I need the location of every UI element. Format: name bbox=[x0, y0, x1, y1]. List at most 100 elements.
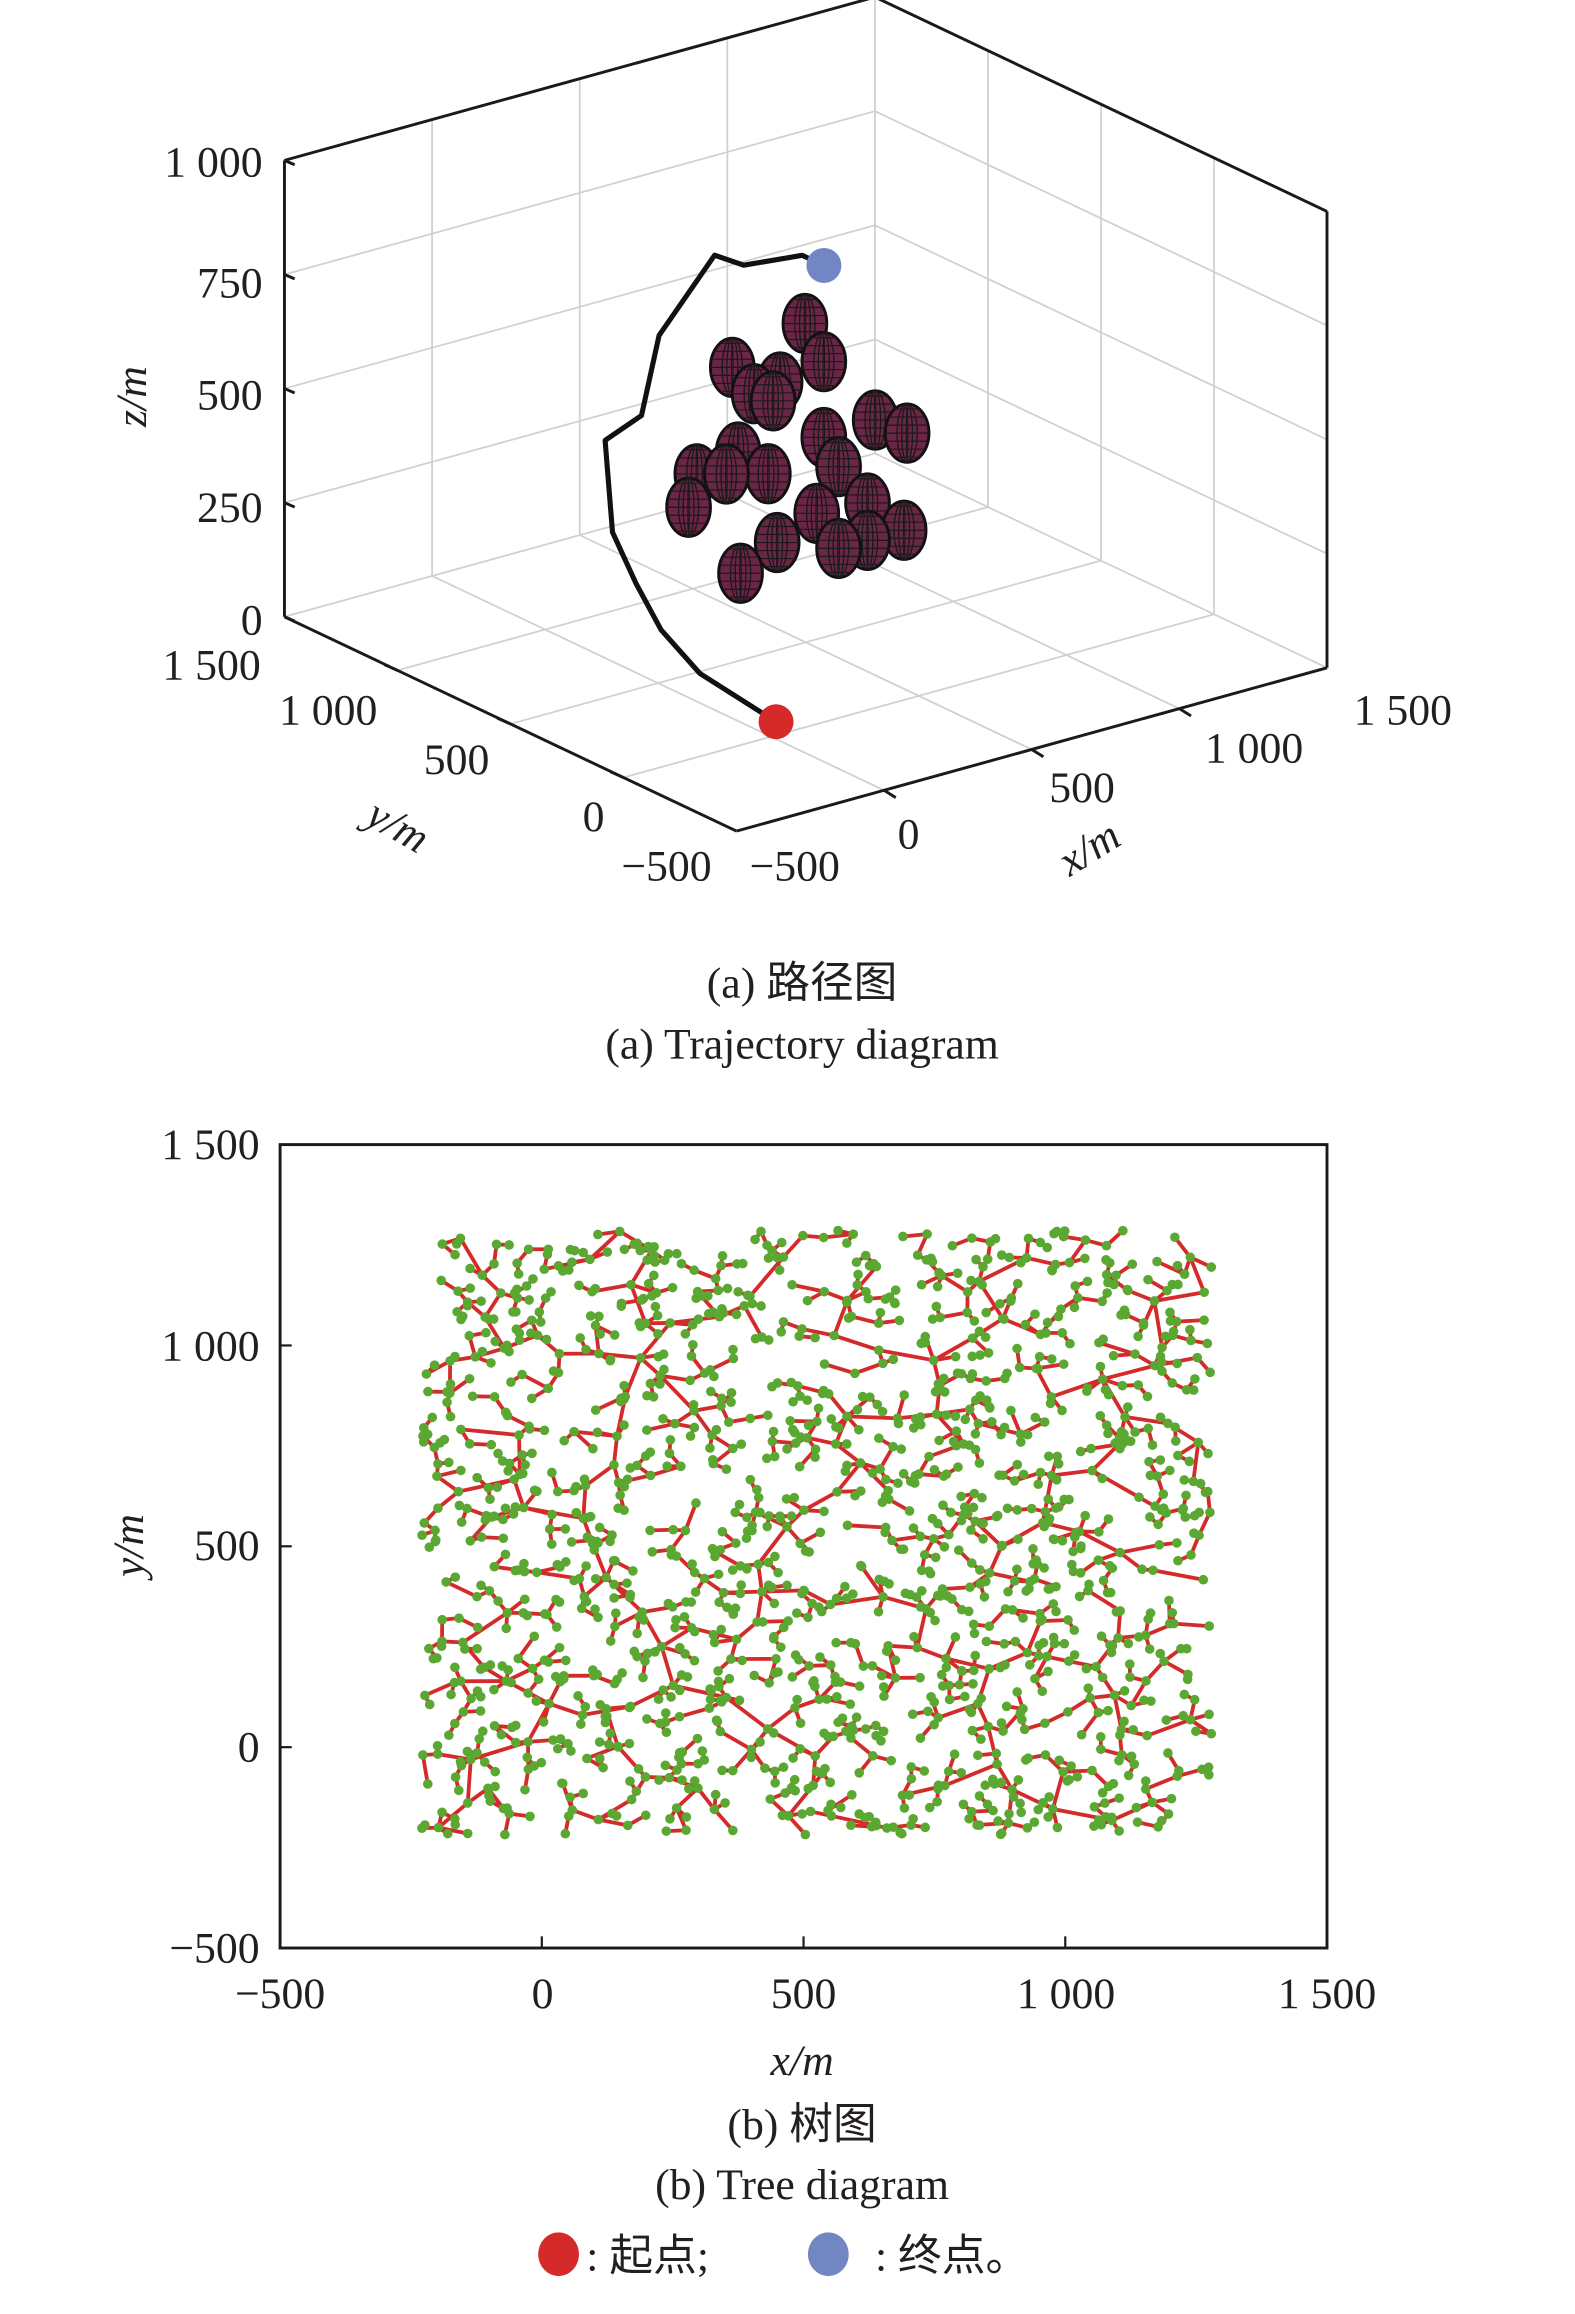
tree-node bbox=[605, 1728, 616, 1739]
x-tick-label: 1 500 bbox=[1354, 687, 1452, 735]
tree-node bbox=[878, 1726, 889, 1737]
tree-node bbox=[418, 1437, 429, 1447]
tree-node bbox=[716, 1260, 726, 1271]
tree-node bbox=[605, 1636, 616, 1646]
tree-node bbox=[561, 1557, 571, 1567]
tree-node bbox=[752, 1484, 762, 1495]
tree-node bbox=[581, 1561, 591, 1571]
tree-node bbox=[814, 1602, 824, 1613]
tree-node bbox=[907, 1709, 918, 1720]
tree-node bbox=[679, 1611, 690, 1622]
tree-node bbox=[739, 1301, 750, 1311]
tree-edge bbox=[1152, 1568, 1204, 1582]
tree-node bbox=[768, 1426, 779, 1437]
tree-node bbox=[629, 1646, 640, 1657]
tree-node bbox=[462, 1798, 473, 1808]
tree-edge bbox=[512, 1478, 526, 1509]
tree-node bbox=[671, 1615, 681, 1625]
tree-node bbox=[852, 1280, 863, 1290]
tree-node bbox=[874, 1345, 884, 1356]
tree-node bbox=[944, 1694, 955, 1705]
y-tick-label: 500 bbox=[424, 736, 490, 784]
tree-node bbox=[475, 1706, 486, 1716]
tree-edge bbox=[424, 1680, 456, 1698]
tree-node bbox=[1185, 1714, 1196, 1725]
tree-node bbox=[728, 1443, 738, 1454]
tree-node bbox=[813, 1403, 824, 1414]
tree-node bbox=[703, 1290, 713, 1301]
tree-node bbox=[1059, 1226, 1070, 1236]
tree-edge bbox=[583, 1576, 608, 1598]
tree-node bbox=[904, 1790, 915, 1800]
tree-node bbox=[658, 1685, 669, 1695]
tree-node bbox=[1167, 1378, 1177, 1388]
tree-node bbox=[640, 1772, 651, 1782]
tree-node bbox=[1097, 1787, 1108, 1798]
tree-node bbox=[837, 1713, 848, 1724]
z-tick-mark bbox=[283, 615, 296, 623]
tree-node bbox=[563, 1738, 573, 1749]
tree-node bbox=[757, 1586, 767, 1597]
tree-node bbox=[831, 1593, 842, 1604]
tree-node bbox=[742, 1290, 753, 1301]
tree-node bbox=[992, 1510, 1003, 1521]
tree-node bbox=[465, 1263, 475, 1274]
tree-node bbox=[615, 1396, 626, 1407]
tree-node bbox=[776, 1237, 787, 1248]
tree-node bbox=[1165, 1307, 1175, 1318]
tree-node bbox=[830, 1671, 840, 1682]
tree-node bbox=[517, 1450, 528, 1460]
tree-node bbox=[854, 1768, 865, 1778]
tree-node bbox=[442, 1387, 452, 1397]
tree-node bbox=[879, 1576, 890, 1587]
tree-node bbox=[1184, 1456, 1195, 1467]
tree-node bbox=[835, 1802, 846, 1813]
tree-node bbox=[1033, 1479, 1044, 1490]
tree-node bbox=[944, 1529, 954, 1540]
x-tick-mark bbox=[883, 789, 897, 799]
tree-node bbox=[932, 1796, 942, 1807]
tree-node bbox=[649, 1250, 659, 1261]
tree-edge bbox=[639, 1321, 672, 1360]
tree-node bbox=[919, 1766, 930, 1776]
tree-node bbox=[613, 1742, 624, 1752]
tree-node bbox=[1084, 1579, 1094, 1590]
tree-node bbox=[467, 1391, 478, 1402]
tree-node bbox=[609, 1579, 619, 1590]
z-tick-label: 0 bbox=[241, 596, 263, 644]
tree-node bbox=[574, 1280, 584, 1291]
tree-node bbox=[1125, 1672, 1135, 1682]
back-edge bbox=[874, 452, 1328, 669]
tree-node bbox=[476, 1296, 486, 1307]
tree-node bbox=[437, 1807, 447, 1818]
tree-node bbox=[954, 1679, 965, 1690]
tree-node bbox=[1029, 1817, 1040, 1827]
tree-node bbox=[691, 1498, 701, 1508]
tree-node bbox=[1048, 1534, 1059, 1544]
tree-node bbox=[790, 1703, 800, 1713]
tree-node bbox=[726, 1397, 736, 1408]
tree-edge bbox=[683, 1502, 698, 1532]
tree-node bbox=[804, 1661, 814, 1671]
tree-node bbox=[1033, 1650, 1044, 1661]
tree-node bbox=[680, 1328, 691, 1339]
tree-node bbox=[681, 1812, 692, 1822]
tree-node bbox=[658, 1413, 668, 1424]
tree-node bbox=[497, 1456, 508, 1466]
tree-node bbox=[792, 1694, 802, 1705]
tree-node bbox=[1000, 1604, 1011, 1614]
tree-node bbox=[1046, 1354, 1057, 1364]
tree-node bbox=[941, 1469, 952, 1480]
tree-node bbox=[968, 1679, 978, 1689]
tree-node bbox=[513, 1269, 524, 1279]
tree-node bbox=[1149, 1296, 1160, 1306]
tree-node bbox=[1189, 1694, 1200, 1705]
tree-node bbox=[974, 1791, 985, 1801]
tree-edge bbox=[660, 1626, 693, 1649]
tree-node bbox=[510, 1502, 521, 1512]
tree-node bbox=[480, 1515, 491, 1525]
tree-node bbox=[1001, 1701, 1012, 1712]
tree-node bbox=[776, 1327, 787, 1337]
tree-node bbox=[949, 1749, 960, 1760]
tree-node bbox=[465, 1283, 476, 1294]
